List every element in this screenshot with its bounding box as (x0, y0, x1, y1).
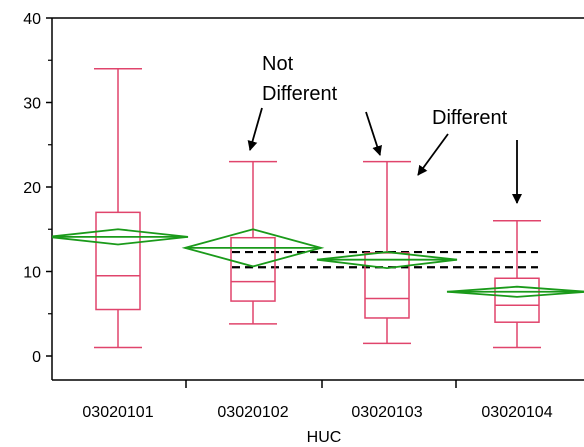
annotations: Not Different Different (247, 53, 522, 204)
box-03020102 (229, 160, 277, 325)
arrow-not-different-to-03020103 (365, 111, 382, 156)
diamond-03020104 (446, 285, 584, 298)
x-tick-label-03020103: 03020103 (351, 404, 422, 421)
annotation-different: Different (432, 107, 508, 129)
box-03020101 (94, 67, 142, 349)
y-tick-label-0: 0 (32, 349, 41, 366)
iqr-box-03020102 (230, 236, 276, 302)
arrow-different-to-03020103 (417, 133, 449, 176)
plot-frame (51, 17, 584, 381)
x-tick-label-03020102: 03020102 (217, 404, 288, 421)
annotation-not-different-line-2: Different (262, 83, 338, 105)
y-tick-label-20: 20 (23, 180, 41, 197)
box-03020104 (493, 220, 541, 349)
y-tick-label-10: 10 (23, 265, 41, 282)
diamond-03020101 (52, 228, 189, 246)
diamond-03020103 (316, 251, 458, 270)
x-axis-label: HUC (307, 429, 342, 446)
y-tick-label-30: 30 (23, 96, 41, 113)
annotation-not-different-line-1: Not (262, 53, 294, 75)
x-tick-label-03020104: 03020104 (481, 404, 552, 421)
reference-lines (232, 250, 538, 269)
means-diamond-03020104 (446, 285, 584, 298)
iqr-box-03020103 (364, 252, 410, 319)
iqr-box-03020101 (95, 211, 141, 311)
boxes (94, 67, 541, 349)
annotation-not-different: Not Different (262, 53, 338, 105)
y-axis-ticks: 0 10 20 30 40 (23, 11, 52, 366)
arrow-not-different (247, 107, 263, 151)
means-diamonds (52, 228, 584, 298)
x-axis-ticks: 03020101 03020102 03020103 03020104 (82, 380, 553, 421)
y-tick-label-40: 40 (23, 11, 41, 28)
diamond-03020102 (181, 228, 325, 268)
x-tick-label-03020101: 03020101 (82, 404, 153, 421)
iqr-box-03020104 (494, 277, 540, 323)
